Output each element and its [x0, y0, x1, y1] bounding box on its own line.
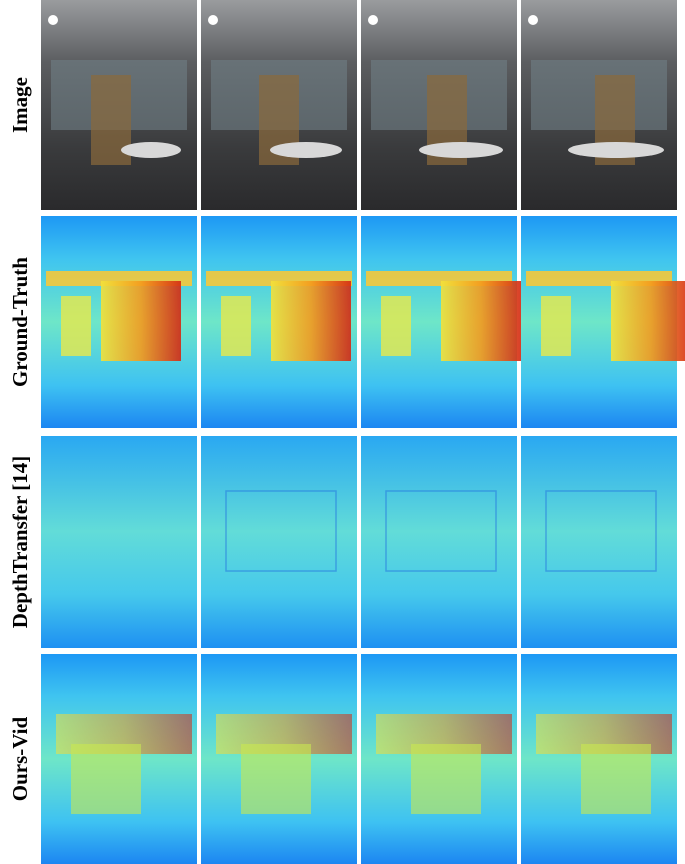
- image-tile: [361, 0, 517, 210]
- depth-far: [611, 281, 685, 361]
- table: [270, 142, 342, 158]
- image-tile: [361, 436, 517, 648]
- table: [568, 142, 664, 158]
- image-tile: [361, 654, 517, 864]
- table: [121, 142, 181, 158]
- light: [528, 15, 538, 25]
- image-tile: [41, 654, 197, 864]
- depth-far: [271, 281, 351, 361]
- image-tile: [201, 0, 357, 210]
- figure: Image Ground-Truth DepthTransfer [14] Ours-…: [0, 0, 685, 864]
- depth-mid: [71, 744, 141, 814]
- image-tile: [521, 216, 685, 428]
- image-tile: [521, 0, 677, 210]
- depth-far: [441, 281, 521, 361]
- depth-map: [41, 436, 197, 648]
- depth-mid: [241, 744, 311, 814]
- image-tile: [201, 216, 357, 428]
- image-tile: [521, 654, 677, 864]
- image-tile: [361, 216, 521, 428]
- row-label: Image: [8, 77, 32, 133]
- light: [208, 15, 218, 25]
- depth-mid: [541, 296, 571, 356]
- row-label: Ours-Vid: [8, 716, 32, 801]
- depth-mid: [381, 296, 411, 356]
- light: [368, 15, 378, 25]
- table: [419, 142, 503, 158]
- depth-mid: [411, 744, 481, 814]
- depth-mid: [61, 296, 91, 356]
- depth-map: [201, 436, 357, 648]
- depth-mid: [221, 296, 251, 356]
- image-tile: [201, 654, 357, 864]
- light: [48, 15, 58, 25]
- image-tile: [41, 216, 197, 428]
- image-tile: [41, 436, 197, 648]
- depth-far: [101, 281, 181, 361]
- image-tile: [521, 436, 677, 648]
- row-label: DepthTransfer [14]: [8, 456, 32, 628]
- image-tile: [41, 0, 197, 210]
- depth-map: [521, 436, 677, 648]
- depth-map: [361, 436, 517, 648]
- row-label: Ground-Truth: [8, 257, 32, 387]
- depth-mid: [581, 744, 651, 814]
- image-tile: [201, 436, 357, 648]
